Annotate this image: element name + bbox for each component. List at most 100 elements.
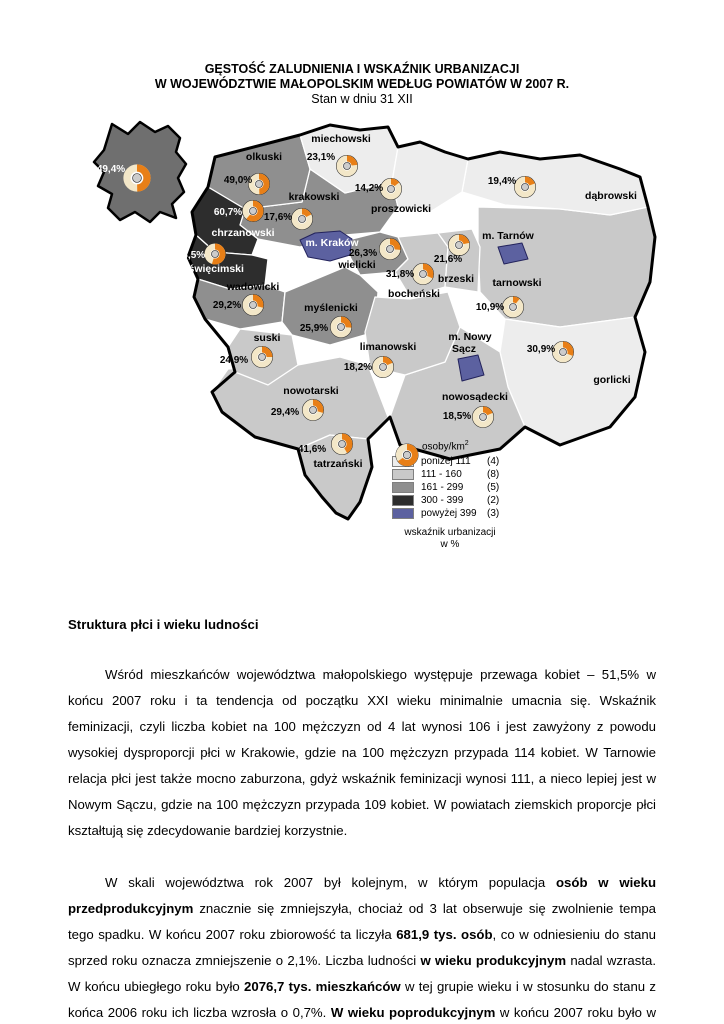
urbanization-donut-icon [395,443,419,467]
region-limanowski [364,291,461,376]
region-m-tarnow-label: m. Tarnów [482,230,535,242]
legend-count: (4) [487,456,500,468]
region-krakowski-label: krakowski [289,191,340,203]
region-tarnowski-label: tarnowski [492,277,541,289]
region-nowotarski-pct-label: 29,4% [271,407,299,418]
legend-unit-label: osoby/km [422,441,465,453]
region-m-krakow-label: m. Kraków [305,237,359,249]
region-proszowicki-label: proszowicki [371,203,431,215]
region-wadowicki-label: wadowicki [226,281,280,293]
region-myslenicki-pct-label: 25,9% [300,323,328,334]
legend-row: 300 - 399 (2) [392,494,562,507]
legend-label: poniżej 111 [421,456,471,468]
map-legend: osoby/km2 poniżej 111 (4) 111 - 160 (8) … [392,440,562,551]
region-wadowicki-donut [242,294,264,316]
region-gorlicki-pct-label: 30,9% [527,344,555,355]
region-tatrzanski-label: tatrzański [313,458,362,470]
region-limanowski-pct-label: 18,2% [344,362,372,373]
region-m-nowy-sacz-label: m. Nowy [448,331,491,343]
region-bochenski-donut [412,263,434,285]
section-heading: Struktura płci i wieku ludności [68,617,259,632]
urbanization-donut-sample [395,443,419,467]
region-olkuski-donut [248,173,270,195]
voivodeship-boundary [186,123,657,521]
region-miechowski-donut [336,155,358,177]
region-gorlicki-donut [552,341,574,363]
region-brzeski-label: brzeski [438,273,474,285]
region-dabrowski-label: dąbrowski [585,190,637,202]
region-myslenicki-label: myślenicki [304,302,358,314]
legend-swatch [392,508,414,520]
document-title: GĘSTOŚĆ ZALUDNIENIA I WSKAŹNIK URBANIZAC… [0,62,724,107]
legend-urbanization-label: wskaźnik urbanizacji w % [404,527,496,551]
region-bochenski-label: bocheński [388,288,440,300]
region-nowotarski-donut [302,399,324,421]
legend-count: (3) [487,508,500,520]
region-krakowski-pct-label: 17,6% [264,212,292,223]
legend-count: (5) [487,482,500,494]
legend-label: 111 - 160 [421,469,462,481]
legend-row: 161 - 299 (5) [392,481,562,494]
region-gorlicki-label: gorlicki [593,374,630,386]
legend-swatch [392,469,414,481]
body-text: Struktura płci i wieku ludności Wśród mi… [68,612,656,1024]
region-miechowski-label: miechowski [311,133,371,145]
region-suski-label: suski [254,332,281,344]
map-figure: 49,4% 49,0% olkuski 23,1% miechowski 14,2% pro… [0,112,724,590]
region-krakowski-donut [291,208,313,230]
region-dabrowski-pct-label: 19,4% [488,176,516,187]
paragraph-1: Wśród mieszkańców województwa małopolski… [68,667,656,838]
region-oswiecimski-pct-label: 54,5% [177,250,205,261]
region-tarnowski-pct-label: 10,9% [476,302,504,313]
region-wielicki-pct-label: 26,3% [349,248,377,259]
legend-unit-sup: 2 [464,440,469,447]
title-line-1: GĘSTOŚĆ ZALUDNIENIA I WSKAŹNIK URBANIZAC… [204,62,520,76]
region-tatrzanski-donut [331,433,353,455]
legend-label: 161 - 299 [421,482,464,494]
malopolska-map: 49,4% 49,0% olkuski 23,1% miechowski 14,2% pro… [92,120,657,521]
legend-row: powyżej 399 (3) [392,507,562,520]
region-tatrzanski-pct-label: 41,6% [298,444,326,455]
legend-urbanization: wskaźnik urbanizacji w % [395,443,562,551]
legend-swatch [392,482,414,494]
legend-row: 111 - 160 (8) [392,468,562,481]
region-myslenicki-donut [330,316,352,338]
region-m-nowy-sacz [457,354,485,382]
region-oswiecimski-donut [204,243,226,265]
legend-count: (2) [487,495,500,507]
region-m-tarnow [497,242,529,265]
title-line-2: W WOJEWÓDZTWIE MAŁOPOLSKIM WEDŁUG POWIAT… [154,77,570,91]
region-brzeski-donut [448,234,470,256]
legend-title: osoby/km2 [422,440,562,452]
region-chrzanowski-donut [242,200,264,222]
region-bochenski-pct-label: 31,8% [386,269,414,280]
region-nowotarski-label: nowotarski [283,385,339,397]
region-m-krakow [299,230,353,262]
region-olkuski-label: olkuski [246,151,282,163]
region-m-nowy-sacz-label: Sącz [452,343,476,355]
region-tarnowski-donut [502,296,524,318]
region-limanowski-donut [372,356,394,378]
region-suski-donut [251,346,273,368]
region-wielicki-label: wielicki [337,259,375,271]
region-suski-pct-label: 24,9% [220,355,248,366]
region-nowosadecki-pct-label: 18,5% [443,411,471,422]
region-chrzanowski-label: chrzanowski [211,227,274,239]
region-wojewodztwo-inset-donut [123,164,151,192]
region-dabrowski-donut [514,176,536,198]
region-limanowski-label: limanowski [360,341,417,353]
region-wielicki-donut [379,238,401,260]
region-proszowicki-pct-label: 14,2% [355,183,383,194]
legend-swatch [392,495,414,507]
region-proszowicki-donut [380,178,402,200]
legend-label: powyżej 399 [421,508,477,520]
region-olkuski-pct-label: 49,0% [224,175,252,186]
region-oswiecimski-label: oświęcimski [182,263,244,275]
title-line-3: Stan w dniu 31 XII [311,92,413,106]
paragraph-2: W skali województwa rok 2007 był kolejny… [68,875,657,1020]
region-wojewodztwo-inset-pct-label: 49,4% [97,164,125,175]
legend-count: (8) [487,469,500,481]
legend-label: 300 - 399 [421,495,464,507]
region-proszowicki [391,141,469,213]
